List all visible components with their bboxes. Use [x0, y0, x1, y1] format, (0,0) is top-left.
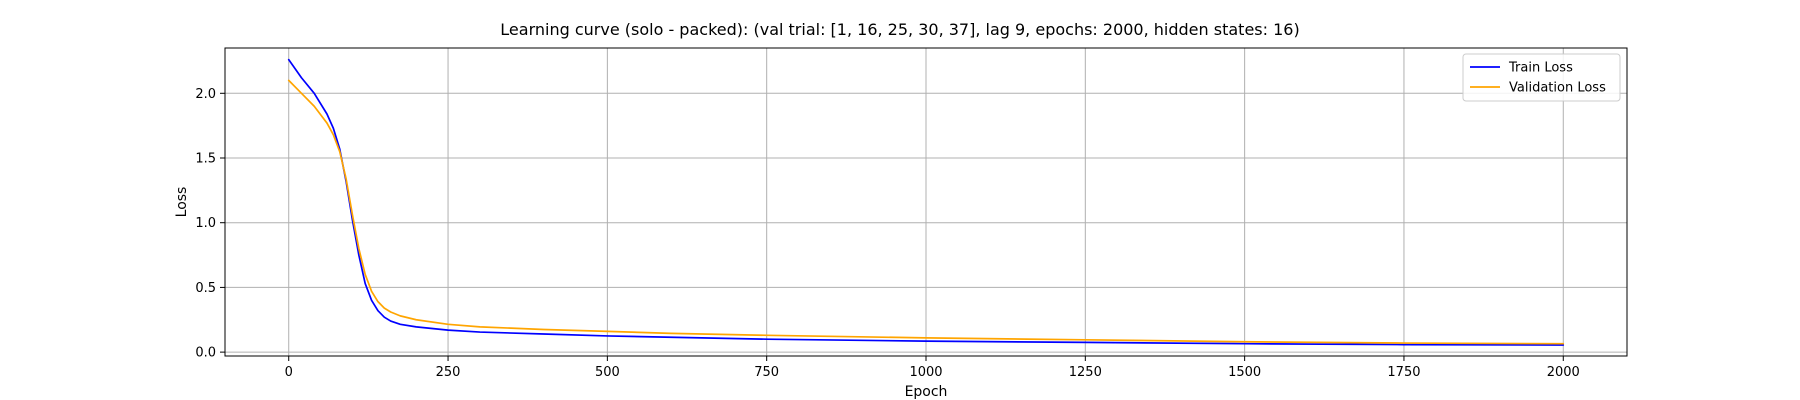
legend: Train Loss Validation Loss: [1462, 53, 1621, 102]
x-tick-label: 500: [595, 365, 620, 380]
legend-label-validation-loss: Validation Loss: [1509, 81, 1606, 96]
x-tick-label: 750: [754, 365, 779, 380]
y-tick-label: 0.5: [195, 281, 216, 296]
x-tick-label: 2000: [1547, 365, 1580, 380]
x-axis-label: Epoch: [905, 384, 948, 400]
x-tick-label: 1750: [1387, 365, 1420, 380]
x-tick-label: 1250: [1069, 365, 1102, 380]
train-loss-line: [287, 58, 1565, 346]
legend-label-train-loss: Train Loss: [1508, 61, 1573, 76]
grid: [225, 48, 1627, 356]
axis-ticks: 0 250 500 750 1000 1250 1500 1750 2000 0.0 0.5 1.0 1…: [195, 87, 1580, 380]
y-tick-label: 0.0: [195, 346, 216, 361]
plot-series: [287, 58, 1565, 346]
y-axis-label: Loss: [174, 187, 190, 218]
y-tick-label: 2.0: [195, 87, 216, 102]
x-tick-label: 0: [285, 365, 293, 380]
chart-title: Learning curve (solo - packed): (val tri…: [500, 20, 1299, 39]
x-tick-label: 250: [436, 365, 461, 380]
y-tick-label: 1.0: [195, 216, 216, 231]
y-tick-label: 1.5: [195, 152, 216, 167]
validation-loss-line: [287, 79, 1565, 345]
x-tick-label: 1000: [909, 365, 942, 380]
legend-box: [1462, 53, 1621, 102]
x-tick-label: 1500: [1228, 365, 1261, 380]
